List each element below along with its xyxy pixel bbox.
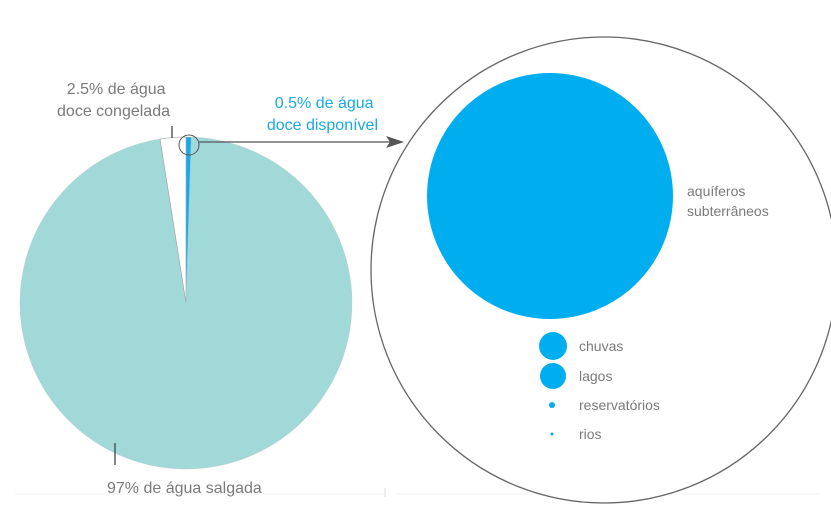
label-available-line1: 0.5% de água (275, 95, 374, 112)
label-frozen-line2: doce congelada (57, 103, 170, 120)
bubble-chuvas (539, 332, 567, 360)
bubble-aquiferos (427, 73, 673, 319)
label-frozen-line1: 2.5% de água (67, 81, 166, 98)
label-aquiferos-line1: aquíferos (687, 183, 745, 199)
label-aquiferos: aquíferos subterrâneos (687, 183, 769, 219)
zoom-indicator-circle (178, 134, 200, 156)
pie-slice-available (185, 136, 192, 304)
label-available: 0.5% de água doce disponível (267, 95, 378, 134)
pie-chart (19, 136, 353, 470)
label-frozen: 2.5% de água doce congelada (57, 81, 170, 120)
label-lagos: lagos (579, 368, 612, 384)
label-salt: 97% de água salgada (107, 480, 262, 497)
label-aquiferos-line2: subterrâneos (687, 203, 769, 219)
bubble-rios (550, 432, 554, 436)
label-chuvas: chuvas (579, 338, 623, 354)
label-available-line2: doce disponível (267, 117, 378, 134)
bubble-lagos (540, 363, 566, 389)
label-rios: rios (579, 426, 602, 442)
label-reservatorios: reservatórios (579, 397, 660, 413)
bubble-reservatorios (549, 402, 555, 408)
connector-arrowhead (386, 136, 404, 148)
